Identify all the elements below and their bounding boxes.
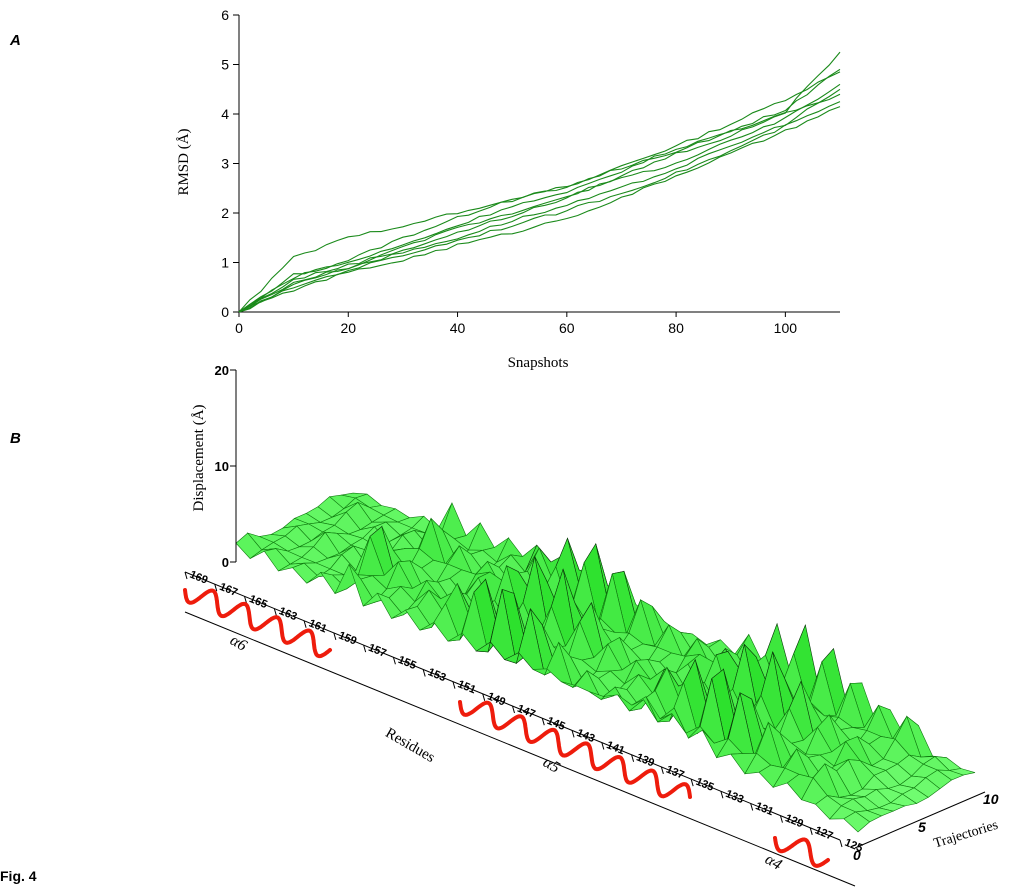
helix-label-alpha6: α6	[227, 632, 250, 655]
surface-residue-tick-mark	[244, 596, 248, 604]
surface-trajectory-tick-label: 0	[853, 847, 861, 863]
rmsd-y-axis-label: RMSD (Å)	[176, 128, 192, 195]
surface-trajectory-tick-label: 10	[983, 791, 999, 807]
surface-x-axis-label: Residues	[383, 725, 438, 766]
rmsd-x-tick-label: 60	[559, 320, 575, 336]
rmsd-y-tick-label: 3	[221, 156, 229, 172]
surface-residue-tick-label: 153	[426, 666, 448, 684]
rmsd-x-tick-label: 100	[774, 320, 798, 336]
surface-residue-tick-label: 157	[366, 642, 388, 660]
surface-z-tick-label: 20	[215, 363, 229, 378]
surface-residue-tick-label: 139	[634, 751, 656, 769]
surface-residue-tick-mark	[809, 827, 813, 835]
rmsd-y-tick-label: 4	[221, 106, 229, 122]
surface-residue-tick-label: 133	[724, 788, 746, 806]
surface-residue-tick-mark	[779, 815, 783, 823]
rmsd-series-line	[238, 93, 841, 313]
rmsd-x-tick-label: 20	[340, 320, 356, 336]
displacement-surface	[235, 492, 976, 833]
surface-residue-tick-mark	[482, 693, 486, 701]
rmsd-y-tick-label: 6	[221, 7, 229, 23]
surface-residue-tick-mark	[512, 705, 515, 714]
surface-residue-tick-mark	[184, 571, 188, 580]
surface-residue-tick-label: 159	[337, 630, 359, 648]
surface-z-tick-label: 10	[215, 459, 229, 474]
surface-z-tick-label: 0	[222, 555, 229, 570]
surface-residue-tick-mark	[839, 839, 843, 848]
surface-residue-tick-label: 137	[664, 764, 686, 782]
surface-residue-tick-label: 141	[605, 739, 627, 757]
surface-residue-tick-mark	[660, 766, 664, 775]
rmsd-y-tick-label: 1	[221, 255, 229, 271]
surface-z-axis-label: Displacement (Å)	[191, 404, 207, 511]
rmsd-x-tick-label: 0	[235, 320, 243, 336]
rmsd-y-tick-label: 2	[221, 205, 229, 221]
panel-b-label: B	[10, 430, 21, 447]
surface-residue-tick-mark	[392, 657, 396, 665]
surface-y-axis-label: Trajectories	[932, 818, 1000, 852]
surface-residue-tick-mark	[303, 620, 307, 628]
rmsd-series-line	[238, 83, 841, 313]
helix-alpha6-path	[183, 588, 332, 659]
surface-residue-tick-mark	[422, 669, 426, 677]
surface-residue-tick-mark	[631, 754, 635, 762]
surface-residue-tick-mark	[601, 742, 605, 750]
surface-trajectory-tick-label: 5	[918, 819, 926, 835]
surface-axes: 0102016916716516316115915715515315114914…	[184, 363, 999, 887]
panel-a-label: A	[10, 32, 21, 49]
surface-residue-tick-label: 165	[247, 593, 269, 611]
surface-residue-tick-mark	[750, 803, 754, 811]
surface-residue-tick-mark	[452, 681, 456, 689]
rmsd-x-tick-label: 40	[450, 320, 466, 336]
surface-residue-tick-label: 169	[188, 569, 210, 587]
surface-residue-tick-mark	[214, 584, 218, 592]
surface-residue-tick-label: 131	[754, 800, 776, 818]
surface-trajectory-axis	[854, 791, 986, 849]
surface-residue-tick-label: 129	[783, 812, 805, 830]
surface-residue-tick-mark	[333, 632, 337, 641]
rmsd-series-line	[238, 106, 841, 313]
surface-residue-tick-mark	[273, 608, 277, 616]
helix-annotations	[183, 588, 830, 868]
surface-residue-tick-label: 155	[396, 654, 418, 672]
surface-residue-tick-mark	[571, 730, 575, 738]
rmsd-y-tick-label: 5	[221, 57, 229, 73]
rmsd-series-line	[238, 51, 841, 313]
figure-label: Fig. 4	[0, 868, 37, 884]
surface-residue-tick-mark	[690, 778, 694, 787]
rmsd-x-axis-label: Snapshots	[508, 355, 569, 371]
helix-label-alpha4: α4	[762, 851, 785, 874]
surface-residue-tick-mark	[720, 791, 724, 799]
rmsd-y-tick-label: 0	[221, 304, 229, 320]
surface-residue-axis-lower	[184, 611, 856, 887]
surface-residue-tick-mark	[363, 644, 367, 653]
surface-residue-tick-label: 135	[694, 776, 716, 794]
rmsd-x-tick-label: 80	[668, 320, 684, 336]
helix-label-alpha5: α5	[540, 754, 563, 777]
surface-cell	[843, 811, 871, 833]
surface-residue-tick-label: 127	[813, 824, 835, 842]
surface-residue-tick-label: 167	[218, 581, 240, 599]
rmsd-series-group	[238, 51, 841, 313]
helix-alpha5-path	[458, 700, 692, 799]
rmsd-series-line	[238, 68, 841, 313]
rmsd-series-line	[238, 88, 841, 313]
surface-residue-tick-label: 151	[456, 678, 478, 696]
helix-alpha4-path	[773, 836, 830, 868]
surface-residue-tick-mark	[541, 718, 545, 726]
